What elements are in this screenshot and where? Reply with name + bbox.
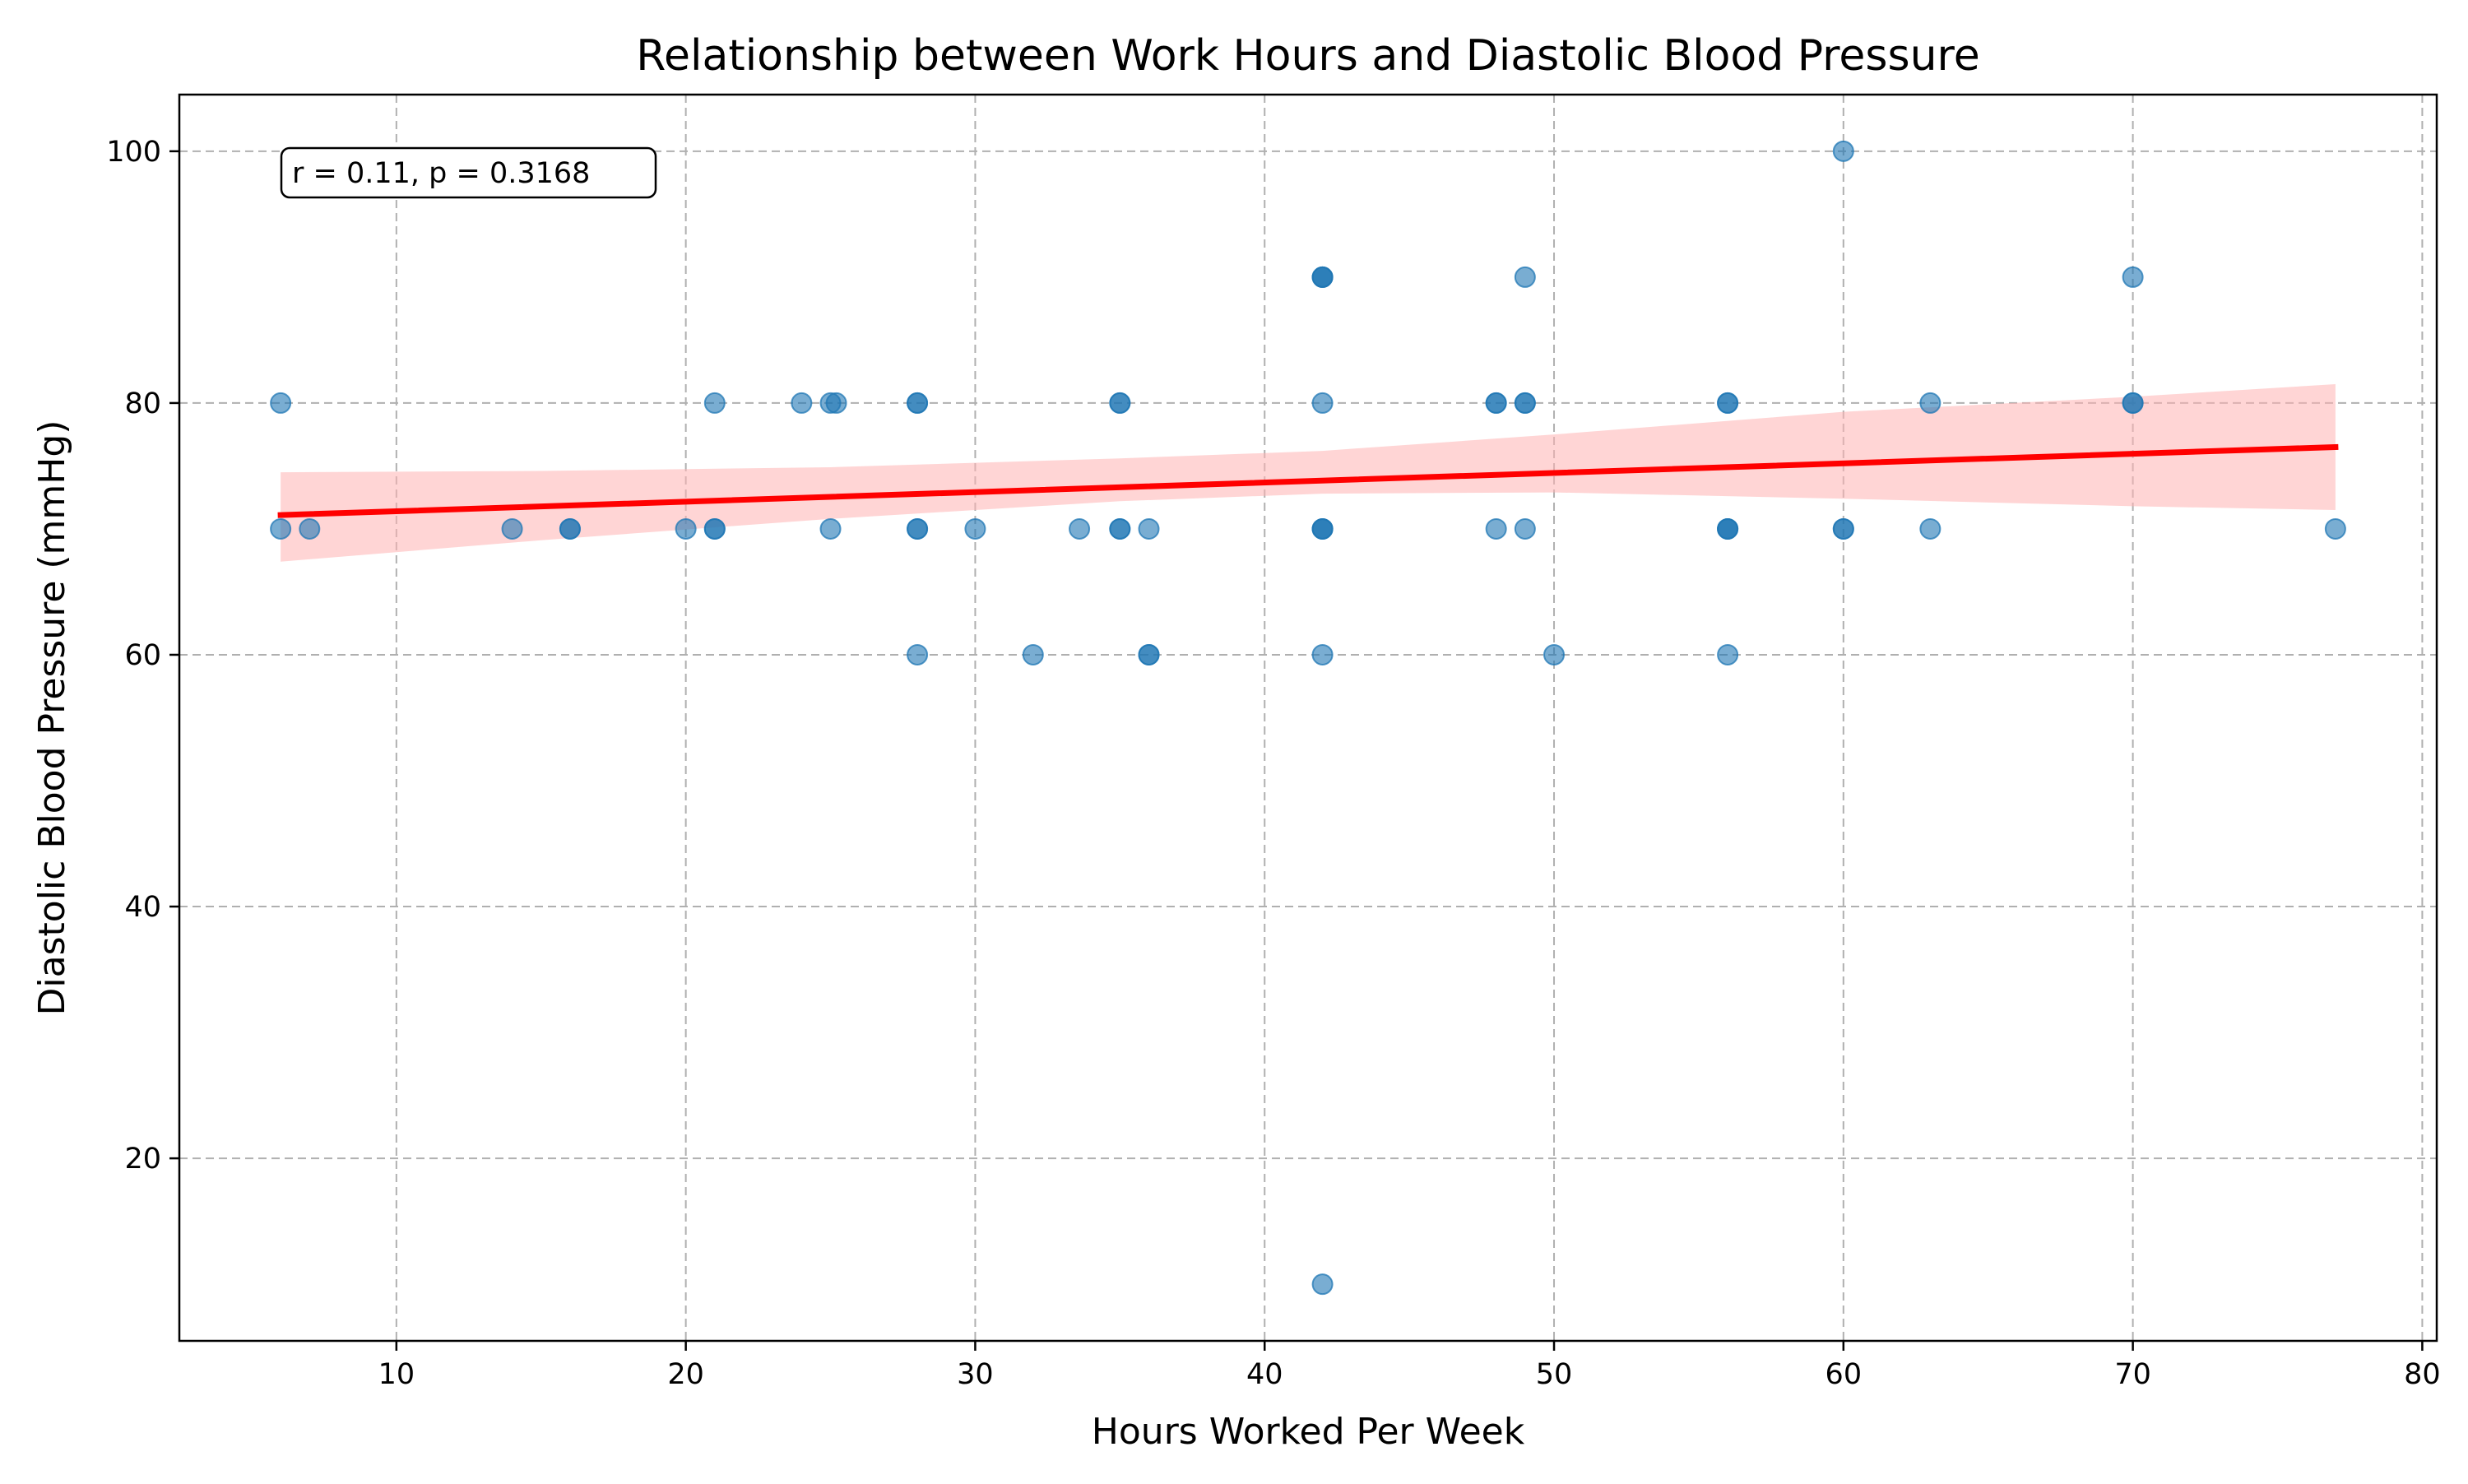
data-point (819, 517, 842, 540)
data-point (1022, 643, 1044, 665)
x-tick-label: 60 (1825, 1358, 1863, 1391)
points-layer (270, 140, 2346, 1296)
data-point (1832, 140, 1854, 162)
data-point (1311, 517, 1334, 540)
data-point (1109, 392, 1131, 414)
x-tick-label: 80 (2404, 1358, 2441, 1391)
data-point (1138, 643, 1160, 665)
data-point (1069, 517, 1091, 540)
data-point (1919, 517, 1941, 540)
data-point (907, 517, 929, 540)
data-point (1109, 517, 1131, 540)
data-point (299, 517, 321, 540)
chart-title: Relationship between Work Hours and Dias… (636, 31, 1980, 81)
data-point (703, 517, 726, 540)
data-point (907, 392, 929, 414)
data-point (1717, 643, 1739, 665)
x-tick-label: 20 (667, 1358, 704, 1391)
data-point (1832, 517, 1854, 540)
data-point (2122, 392, 2144, 414)
data-point (1311, 266, 1334, 288)
data-point (1138, 517, 1160, 540)
data-point (501, 517, 523, 540)
annotation-box: r = 0.11, p = 0.3168 (280, 146, 657, 199)
data-point (907, 643, 929, 665)
data-point (1311, 392, 1334, 414)
data-point (825, 392, 847, 414)
y-tick-label: 60 (124, 639, 161, 672)
x-tick-label: 50 (1536, 1358, 1573, 1391)
data-point (559, 517, 581, 540)
regression-line (277, 443, 2339, 518)
data-point (1514, 266, 1536, 288)
data-point (2324, 517, 2346, 540)
data-point (1717, 517, 1739, 540)
x-axis-label: Hours Worked Per Week (1092, 1411, 1525, 1453)
data-point (964, 517, 986, 540)
y-axis-label: Diastolic Blood Pressure (mmHg) (31, 420, 73, 1016)
regression-line-layer (277, 443, 2339, 518)
data-point (1514, 517, 1536, 540)
x-tick-label: 30 (957, 1358, 994, 1391)
data-point (1717, 392, 1739, 414)
data-point (1543, 643, 1566, 665)
data-point (1311, 1273, 1334, 1296)
data-point (791, 392, 813, 414)
data-point (270, 392, 292, 414)
confidence-band-layer (281, 383, 2336, 562)
x-tick-label: 40 (1246, 1358, 1283, 1391)
data-point (703, 392, 726, 414)
data-point (1485, 517, 1507, 540)
data-point (675, 517, 697, 540)
data-point (1919, 392, 1941, 414)
x-tick-label: 70 (2114, 1358, 2151, 1391)
annotation-text: r = 0.11, p = 0.3168 (292, 157, 590, 190)
axis-ticks: 10 20 30 40 50 60 70 80 20 40 60 80 100 (106, 136, 2440, 1391)
y-tick-label: 20 (124, 1143, 161, 1176)
data-point (270, 517, 292, 540)
confidence-band (281, 383, 2336, 562)
data-point (1514, 392, 1536, 414)
y-tick-label: 40 (124, 891, 161, 924)
x-tick-label: 10 (378, 1358, 415, 1391)
y-tick-label: 100 (106, 136, 161, 169)
data-point (2122, 266, 2144, 288)
data-point (1311, 643, 1334, 665)
plot-frame (178, 93, 2438, 1343)
y-tick-label: 80 (124, 387, 161, 420)
data-point (1485, 392, 1507, 414)
